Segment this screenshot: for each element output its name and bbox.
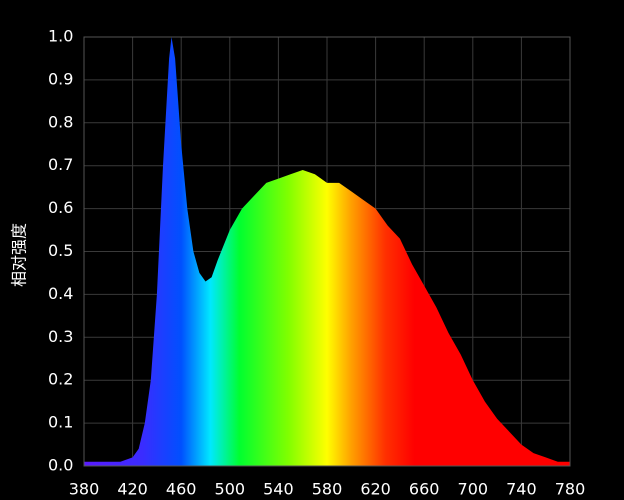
y-tick-label: 0.9 [48,69,73,88]
y-tick-label: 0.2 [48,370,73,389]
x-tick-label: 460 [166,480,197,499]
x-tick-label: 700 [458,480,489,499]
y-tick-label: 0.1 [48,413,73,432]
y-tick-label: 0.8 [48,112,73,131]
x-tick-label: 780 [555,480,586,499]
plot-frame [83,36,571,467]
y-tick-label: 0.4 [48,284,73,303]
spectrum-area [84,37,570,466]
x-tick-label: 580 [312,480,343,499]
x-tick-label: 660 [409,480,440,499]
y-tick-label: 0.6 [48,198,73,217]
y-axis-label: 相对强度 [10,223,29,287]
x-tick-label: 740 [506,480,537,499]
x-tick-label: 540 [263,480,294,499]
y-tick-label: 0.0 [48,456,73,475]
y-tick-label: 0.5 [48,241,73,260]
x-tick-label: 500 [215,480,246,499]
x-tick-label: 420 [117,480,148,499]
x-tick-label: 620 [360,480,391,499]
y-tick-label: 0.3 [48,327,73,346]
x-tick-label: 380 [69,480,100,499]
y-tick-label: 1.0 [48,27,73,46]
y-tick-label: 0.7 [48,155,73,174]
